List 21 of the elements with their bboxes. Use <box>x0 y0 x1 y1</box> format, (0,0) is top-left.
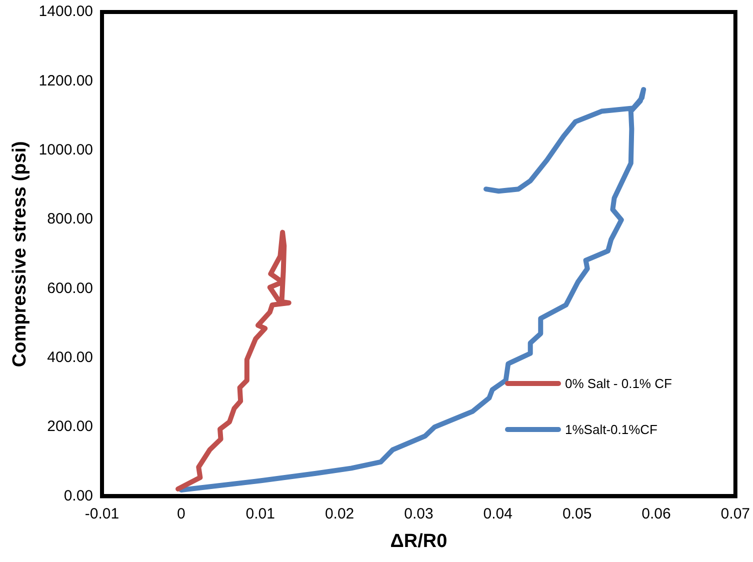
x-tick-label: 0 <box>177 505 186 522</box>
y-tick-label: 200.00 <box>47 418 94 436</box>
x-tick-label: 0.03 <box>404 505 434 522</box>
x-tick-label: 0.04 <box>483 505 512 522</box>
y-tick-label: 1200.00 <box>38 72 94 90</box>
x-tick-label: -0.01 <box>84 505 120 522</box>
x-tick-label: 0.07 <box>720 505 750 522</box>
x-tick-label: 0.06 <box>642 505 671 522</box>
y-tick-label: 400.00 <box>47 349 94 366</box>
y-tick-label: 1400.00 <box>38 3 94 20</box>
x-tick-label: 0.01 <box>246 505 275 522</box>
legend-label: 1%Salt-0.1%CF <box>565 422 658 436</box>
x-tick-label: 0.05 <box>562 505 592 522</box>
x-axis-title: ΔR/R0 <box>390 530 448 552</box>
y-axis-title: Compressive stress (psi) <box>10 141 31 368</box>
legend-label: 0% Salt - 0.1% CF <box>565 376 672 390</box>
x-tick-label: 0.02 <box>324 505 354 522</box>
y-tick-label: 800.00 <box>47 210 94 228</box>
y-tick-label: 1000.00 <box>38 141 94 158</box>
y-tick-label: 0.00 <box>64 487 94 504</box>
y-tick-label: 600.00 <box>47 280 94 297</box>
